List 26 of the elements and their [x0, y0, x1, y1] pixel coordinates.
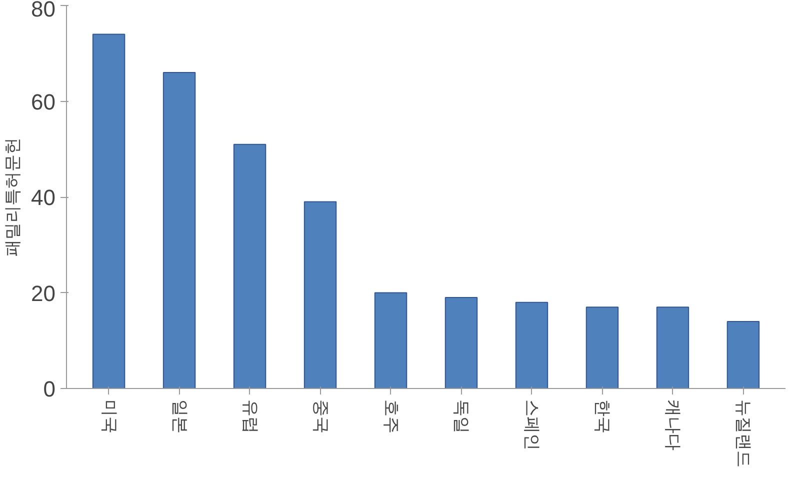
x-tick-label: 미국 — [98, 400, 119, 434]
bar — [515, 302, 548, 388]
bar — [586, 306, 619, 388]
x-tick-label: 일본 — [169, 400, 190, 434]
y-axis-title: 패밀리특허문헌 — [3, 138, 24, 256]
bar — [233, 144, 266, 388]
x-tick-label: 독일 — [451, 400, 472, 434]
x-tick-label: 스페인 — [522, 400, 542, 450]
bar — [304, 201, 337, 388]
x-tick-label: 유럽 — [240, 400, 260, 434]
y-tick-label: 40 — [31, 185, 56, 210]
x-tick-label: 호주 — [380, 400, 401, 434]
bar — [162, 72, 196, 388]
y-tick-label: 20 — [31, 280, 56, 306]
x-tick-label: 중국 — [310, 400, 330, 434]
x-tick-label: 한국 — [592, 400, 612, 434]
bar — [444, 297, 478, 388]
bar — [92, 34, 126, 388]
x-tick-label: 뉴질랜드 — [733, 400, 754, 468]
y-tick-label: 60 — [31, 89, 56, 114]
y-tick-label: 80 — [31, 0, 56, 22]
bar — [726, 320, 760, 388]
y-tick-label: 0 — [43, 376, 56, 402]
bar — [656, 306, 690, 388]
x-tick-label: 캐나다 — [662, 400, 683, 450]
bar — [374, 292, 408, 388]
